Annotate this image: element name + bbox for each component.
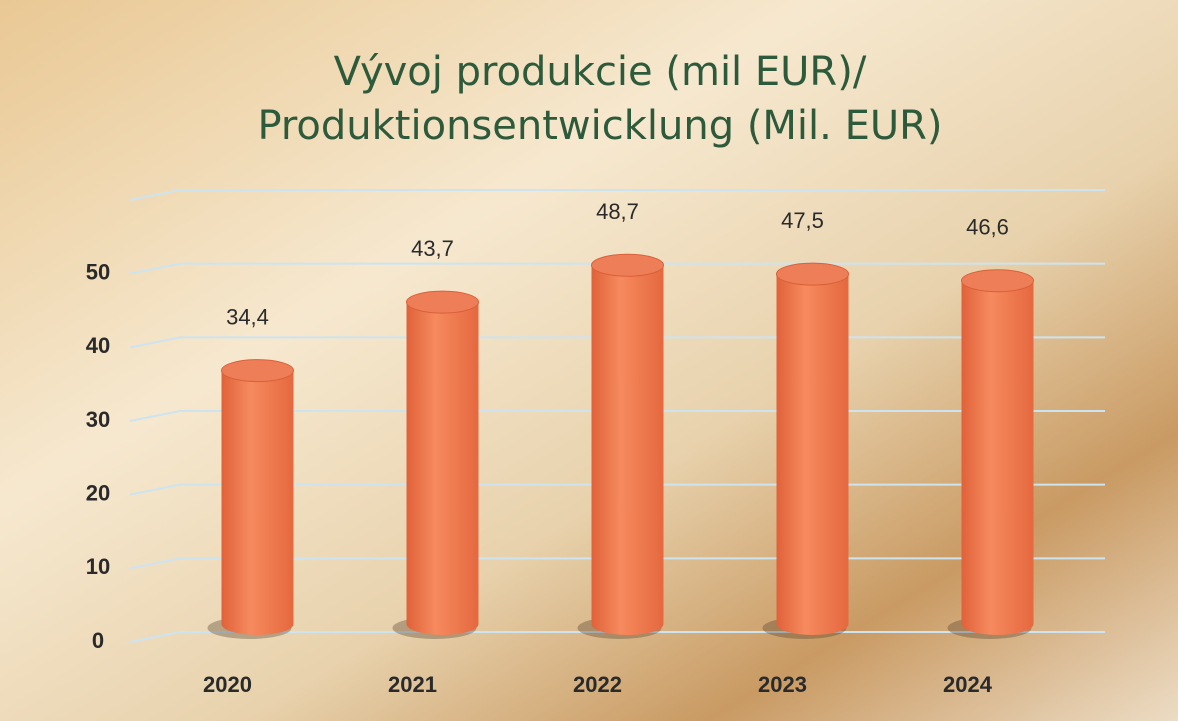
bar-top — [222, 360, 294, 382]
bar-top — [962, 270, 1034, 292]
bar-top — [592, 254, 664, 276]
chart: Vývoj produkcie (mil EUR)/ Produktionsen… — [0, 0, 1178, 721]
x-tick-label: 2023 — [758, 672, 807, 697]
y-tick-label: 20 — [86, 480, 110, 505]
y-tick-label: 30 — [86, 407, 110, 432]
data-label: 34,4 — [226, 304, 269, 329]
data-label: 46,6 — [966, 215, 1009, 240]
bar — [592, 265, 664, 635]
y-tick-label: 0 — [92, 628, 104, 653]
bar-top — [407, 291, 479, 313]
y-tick-label: 10 — [86, 554, 110, 579]
y-tick-label: 40 — [86, 333, 110, 358]
y-tick-label: 50 — [86, 259, 110, 284]
data-label: 47,5 — [781, 208, 824, 233]
x-tick-label: 2021 — [388, 672, 437, 697]
bar — [407, 302, 479, 635]
x-tick-label: 2020 — [203, 672, 252, 697]
data-label: 43,7 — [411, 236, 454, 261]
bar — [777, 274, 849, 635]
bar — [222, 371, 294, 635]
x-tick-label: 2022 — [573, 672, 622, 697]
chart-title: Vývoj produkcie (mil EUR)/ — [334, 49, 867, 95]
x-tick-label: 2024 — [943, 672, 993, 697]
bar — [962, 281, 1034, 635]
bar-top — [777, 263, 849, 285]
data-label: 48,7 — [596, 199, 639, 224]
chart-title: Produktionsentwicklung (Mil. EUR) — [257, 103, 942, 149]
